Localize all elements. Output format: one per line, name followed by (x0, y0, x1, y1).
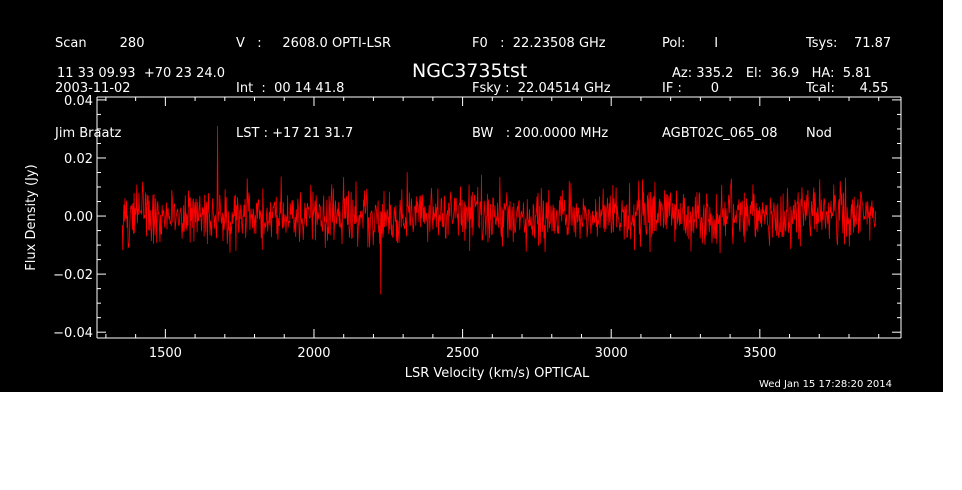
plot-panel: Scan 280 2003-11-02 Jim Braatz V : 2608.… (0, 0, 943, 392)
y-tick-label: 0.02 (64, 152, 93, 167)
header-col-velocity: V : 2608.0 OPTI-LSR Int : 00 14 41.8 LST… (236, 6, 391, 171)
y-tick-label: 0.00 (64, 210, 93, 225)
tcal-text: Tcal: 4.55 (806, 81, 889, 96)
y-tick-label: −0.04 (53, 326, 93, 341)
procedure-text: Nod (806, 126, 832, 141)
spectrum-chart: 1500 2000 2500 3000 3500 −0.04 −0.02 0.00 0.02 0.… (24, 94, 902, 381)
header-col-tsys: Tsys: 71.87 Tcal: 4.55 Nod (806, 6, 891, 171)
project-text: AGBT02C_065_08 (662, 126, 778, 141)
fsky-text: Fsky : 22.04514 GHz (472, 81, 611, 96)
lst-text: LST : +17 21 31.7 (236, 126, 354, 141)
x-tick-label: 2500 (446, 346, 479, 361)
x-tick-label: 3000 (595, 346, 628, 361)
x-tick-label: 1500 (149, 346, 182, 361)
az-el-ha-text: Az: 335.2 El: 36.9 HA: 5.81 (672, 66, 872, 81)
velocity-text: V : 2608.0 OPTI-LSR (236, 36, 392, 51)
y-tick-label: −0.02 (53, 268, 93, 283)
f0-text: F0 : 22.23508 GHz (472, 36, 606, 51)
header-col-scan: Scan 280 2003-11-02 Jim Braatz (55, 6, 144, 171)
x-tick-label: 2000 (297, 346, 330, 361)
source-name-title: NGC3735tst (412, 60, 528, 82)
y-tick-label: 0.04 (64, 94, 93, 109)
header-col-frequency: F0 : 22.23508 GHz Fsky : 22.04514 GHz BW… (472, 6, 611, 171)
plot-timestamp: Wed Jan 15 17:28:20 2014 (759, 379, 893, 390)
pol-text: Pol: I (662, 36, 719, 51)
coordinates-text: 11 33 09.93 +70 23 24.0 (57, 66, 226, 81)
int-text: Int : 00 14 41.8 (236, 81, 345, 96)
scan-text: Scan 280 (55, 36, 145, 51)
bw-text: BW : 200.0000 MHz (472, 126, 609, 141)
spectrum-line (121, 126, 877, 295)
x-tick-label: 3500 (743, 346, 776, 361)
x-axis-title: LSR Velocity (km/s) OPTICAL (405, 366, 590, 381)
observer-text: Jim Braatz (55, 126, 122, 141)
tsys-text: Tsys: 71.87 (806, 36, 892, 51)
date-text: 2003-11-02 (55, 81, 131, 96)
y-axis-title: Flux Density (Jy) (24, 164, 39, 270)
header-col-pol: Pol: I IF : 0 AGBT02C_065_08 (662, 6, 778, 171)
if-text: IF : 0 (662, 81, 720, 96)
